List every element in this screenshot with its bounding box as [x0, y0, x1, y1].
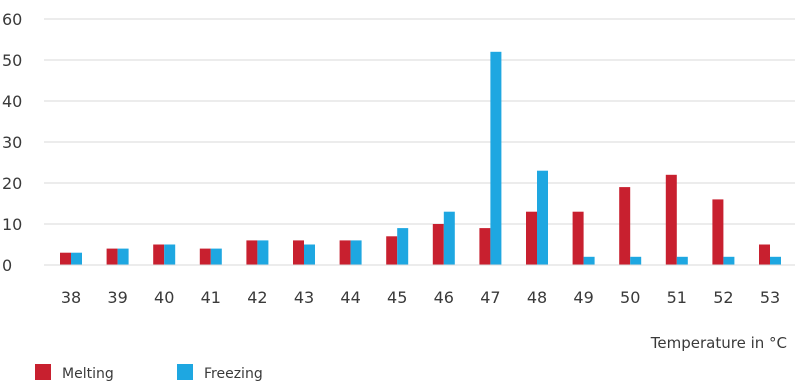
x-tick-label: 53	[760, 288, 780, 307]
bar-freezing-53	[770, 256, 781, 265]
bar-melting-46	[432, 224, 444, 265]
legend-label-freezing: Freezing	[204, 366, 263, 382]
bar-freezing-41	[210, 248, 222, 265]
bar-melting-47	[479, 228, 491, 265]
bar-freezing-48	[537, 170, 548, 265]
bar-melting-43	[293, 240, 304, 265]
bar-melting-49	[572, 211, 584, 265]
y-tick-label: 60	[2, 10, 22, 29]
bar-freezing-47	[490, 51, 502, 265]
bar-melting-39	[106, 248, 118, 265]
legend-swatch-freezing	[177, 364, 193, 380]
bar-freezing-39	[117, 248, 129, 265]
x-tick-label: 47	[480, 288, 500, 307]
bar-melting-51	[665, 174, 677, 265]
bar-freezing-44	[350, 240, 362, 265]
bar-freezing-40	[164, 244, 176, 265]
bar-freezing-46	[443, 211, 455, 265]
x-tick-label: 42	[247, 288, 267, 307]
bar-freezing-38	[71, 252, 82, 265]
bar-freezing-49	[583, 256, 595, 265]
bar-melting-40	[153, 244, 165, 265]
x-tick-label: 38	[61, 288, 81, 307]
bar-melting-45	[386, 236, 398, 265]
bar-melting-42	[246, 240, 258, 265]
legend-label-melting: Melting	[62, 366, 114, 382]
x-axis-ticks: 38 39 40 41 42 43 44 45 46 47 48 49 50 51 52 53	[61, 288, 780, 307]
bar-freezing-50	[630, 256, 642, 265]
bar-freezing-45	[397, 228, 409, 265]
y-tick-label: 30	[2, 133, 22, 152]
x-tick-label: 48	[527, 288, 547, 307]
x-tick-label: 43	[294, 288, 314, 307]
legend: Melting Freezing	[35, 364, 263, 382]
bar-melting-38	[60, 252, 71, 265]
x-tick-label: 51	[667, 288, 687, 307]
y-tick-label: 20	[2, 174, 22, 193]
x-tick-label: 41	[201, 288, 221, 307]
bar-melting-52	[712, 199, 724, 265]
x-tick-label: 52	[713, 288, 733, 307]
y-tick-label: 10	[2, 215, 22, 234]
grid-lines	[44, 18, 795, 225]
y-tick-label: 40	[2, 92, 22, 111]
x-tick-label: 49	[573, 288, 593, 307]
bars	[60, 51, 781, 265]
y-tick-label: 50	[2, 51, 22, 70]
bar-melting-44	[339, 240, 351, 265]
y-tick-label: 0	[2, 256, 12, 275]
bar-melting-48	[526, 211, 537, 265]
bar-melting-53	[759, 244, 770, 265]
x-axis-title: Temperature in °C	[650, 334, 787, 352]
legend-swatch-melting	[35, 364, 51, 380]
y-axis-ticks: 0 10 20 30 40 50 60	[2, 10, 22, 275]
bar-freezing-51	[676, 256, 688, 265]
x-tick-label: 40	[154, 288, 174, 307]
bar-freezing-43	[304, 244, 315, 265]
x-tick-label: 50	[620, 288, 640, 307]
x-tick-label: 39	[107, 288, 127, 307]
bar-melting-41	[199, 248, 211, 265]
x-tick-label: 44	[340, 288, 360, 307]
x-tick-label: 45	[387, 288, 407, 307]
bar-freezing-42	[257, 240, 269, 265]
x-tick-label: 46	[434, 288, 454, 307]
bar-melting-50	[619, 187, 631, 265]
bar-freezing-52	[723, 256, 735, 265]
